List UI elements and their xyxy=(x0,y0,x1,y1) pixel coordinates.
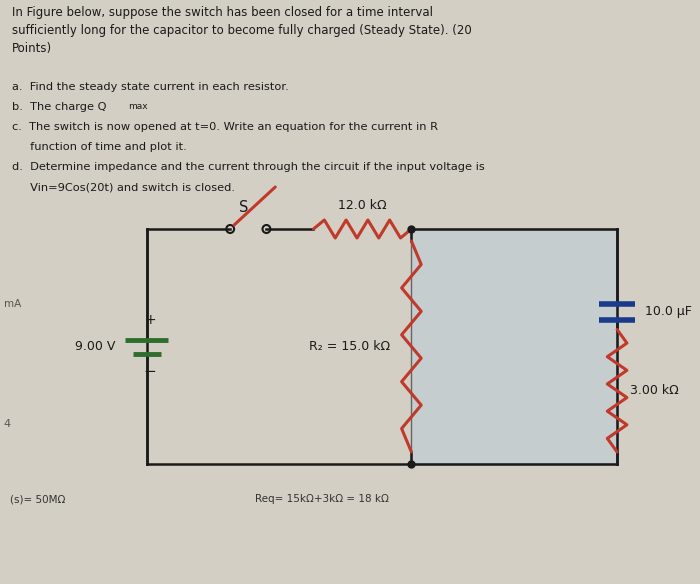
Text: 4: 4 xyxy=(4,419,11,429)
Text: Vin=9Cos(20t) and switch is closed.: Vin=9Cos(20t) and switch is closed. xyxy=(12,182,234,192)
Text: 10.0 μF: 10.0 μF xyxy=(645,305,692,318)
Text: mA: mA xyxy=(4,299,21,309)
FancyBboxPatch shape xyxy=(412,229,617,464)
Text: R₂ = 15.0 kΩ: R₂ = 15.0 kΩ xyxy=(309,340,390,353)
Text: 3.00 kΩ: 3.00 kΩ xyxy=(630,384,678,397)
Text: function of time and plot it.: function of time and plot it. xyxy=(12,142,186,152)
Text: b.  The charge Q: b. The charge Q xyxy=(12,102,106,112)
Text: −: − xyxy=(144,363,156,378)
Text: (s)= 50MΩ: (s)= 50MΩ xyxy=(10,494,65,504)
Text: +: + xyxy=(144,314,155,328)
Text: d.  Determine impedance and the current through the circuit if the input voltage: d. Determine impedance and the current t… xyxy=(12,162,484,172)
Text: max: max xyxy=(128,102,148,111)
Text: a.  Find the steady state current in each resistor.: a. Find the steady state current in each… xyxy=(12,82,288,92)
Text: Req= 15kΩ+3kΩ = 18 kΩ: Req= 15kΩ+3kΩ = 18 kΩ xyxy=(255,494,388,504)
Text: 12.0 kΩ: 12.0 kΩ xyxy=(338,199,386,212)
Text: In Figure below, suppose the switch has been closed for a time interval
sufficie: In Figure below, suppose the switch has … xyxy=(12,6,472,55)
Text: 9.00 V: 9.00 V xyxy=(75,340,116,353)
Text: S: S xyxy=(239,200,248,215)
Text: c.  The switch is now opened at t=0. Write an equation for the current in R: c. The switch is now opened at t=0. Writ… xyxy=(12,122,437,132)
